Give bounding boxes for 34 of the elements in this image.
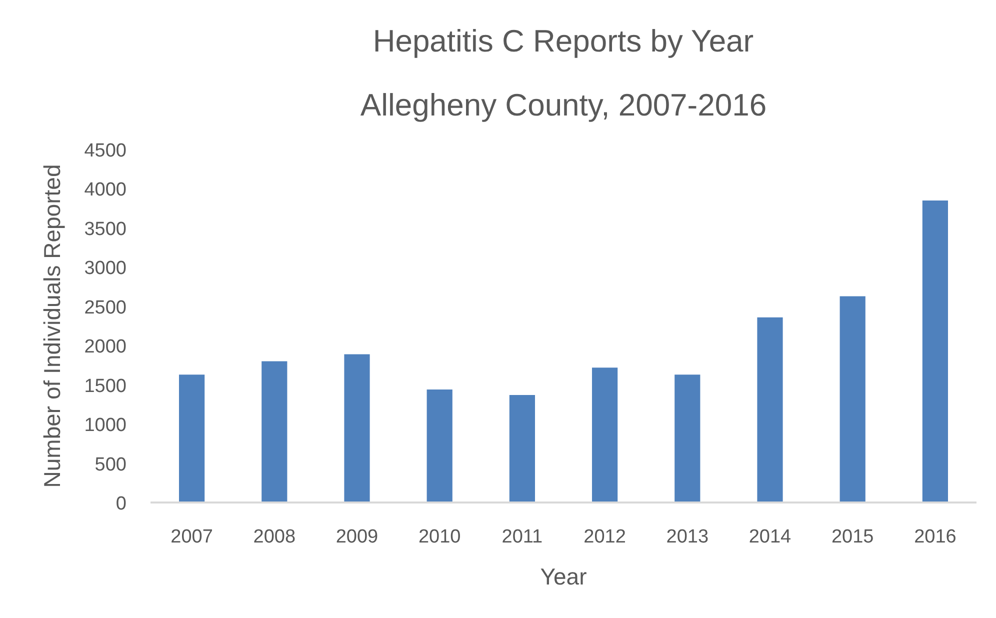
y-tick-label: 2000 (84, 336, 127, 358)
y-tick-label: 0 (116, 494, 127, 514)
y-tick-label: 1000 (84, 415, 127, 436)
bar (178, 374, 205, 502)
y-tick-label: 3000 (84, 258, 127, 280)
bar (757, 317, 783, 502)
x-tick-label: 2016 (914, 526, 956, 548)
x-tick-label: 2014 (748, 526, 792, 548)
y-tick-label: 500 (94, 454, 126, 476)
x-axis-title: Year (540, 564, 588, 590)
y-tick-label: 4500 (84, 140, 127, 162)
x-tick-label: 2015 (831, 526, 874, 548)
x-tick-label: 2007 (170, 526, 213, 548)
y-tick-label: 4000 (84, 180, 127, 201)
y-tick-label: 3500 (84, 218, 127, 240)
x-tick-label: 2009 (336, 526, 378, 548)
bar (592, 368, 618, 502)
chart-title: Hepatitis C Reports by Year (372, 24, 754, 58)
bar (426, 390, 452, 502)
bar (840, 296, 866, 502)
y-tick-label: 1500 (84, 376, 127, 397)
bar (509, 395, 536, 502)
x-tick-label: 2011 (502, 526, 543, 548)
x-tick-label: 2008 (253, 526, 296, 548)
bar (922, 200, 948, 502)
y-tick-label: 2500 (84, 297, 127, 318)
bar (262, 361, 288, 502)
y-axis-title: Number of Individuals Reported (39, 164, 66, 488)
x-tick-label: 2013 (666, 526, 709, 548)
x-tick-label: 2012 (584, 526, 626, 548)
chart-subtitle: Allegheny County, 2007-2016 (360, 88, 767, 122)
x-tick-label: 2010 (418, 526, 461, 548)
bar (674, 374, 700, 502)
bar (344, 354, 370, 502)
